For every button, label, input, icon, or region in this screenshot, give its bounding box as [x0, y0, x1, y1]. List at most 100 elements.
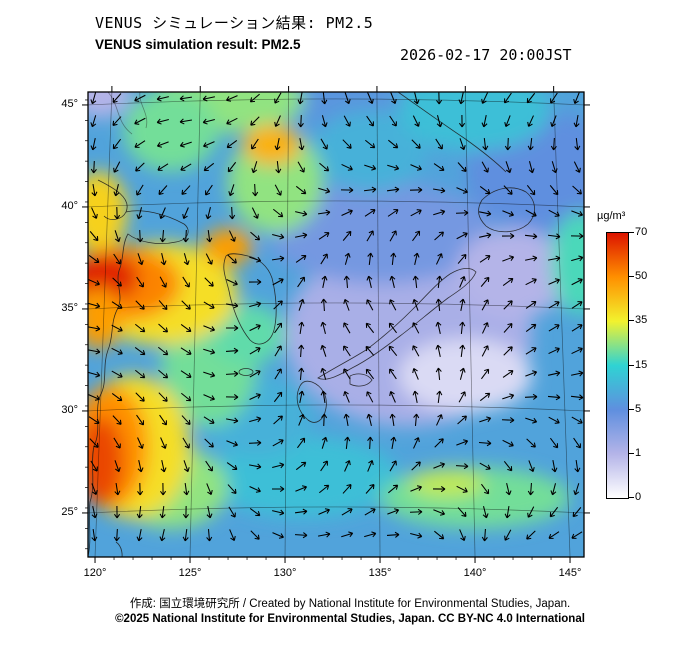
wind-arrow — [549, 185, 559, 196]
wind-arrow — [366, 230, 374, 242]
wind-arrow — [457, 162, 467, 172]
wind-arrow — [91, 183, 98, 197]
wind-arrow — [275, 160, 282, 174]
wind-arrow — [181, 415, 191, 425]
wind-arrow — [479, 462, 491, 470]
wind-arrow — [135, 392, 145, 402]
wind-arrow — [344, 436, 351, 450]
colorbar-tick-label: 5 — [635, 402, 642, 415]
wind-arrow — [320, 138, 328, 150]
wind-arrow — [181, 185, 191, 195]
wind-arrow — [226, 440, 238, 447]
wind-arrow — [548, 301, 560, 309]
wind-arrow — [203, 348, 216, 355]
wind-arrow — [274, 368, 282, 380]
colorbar-tick-label: 0 — [635, 491, 642, 503]
wind-arrow — [298, 344, 305, 358]
wind-arrow — [295, 185, 307, 195]
lon-tick-label: 140° — [463, 567, 487, 579]
wind-arrow — [251, 138, 259, 150]
wind-arrow — [228, 184, 235, 197]
wind-arrow — [456, 485, 468, 493]
wind-arrow — [318, 484, 330, 494]
wind-arrow — [432, 187, 446, 194]
wind-arrow — [297, 161, 305, 173]
wind-arrow — [227, 484, 237, 494]
wind-arrow — [134, 94, 146, 102]
wind-arrow — [158, 369, 169, 379]
wind-arrow — [182, 229, 189, 243]
wind-arrow — [228, 230, 236, 242]
wind-arrow — [436, 414, 443, 426]
wind-arrow — [112, 116, 122, 126]
wind-arrow — [436, 390, 443, 404]
wind-arrow — [298, 390, 305, 403]
wind-arrow — [481, 92, 489, 104]
wind-arrow — [571, 531, 583, 539]
wind-arrow — [90, 160, 97, 174]
lat-tick-label: 45° — [61, 97, 78, 110]
wind-arrow — [89, 438, 99, 448]
wind-arrow — [410, 164, 422, 171]
wind-arrow — [363, 186, 377, 193]
colorbar-tick-label: 50 — [635, 270, 648, 283]
wind-arrow — [225, 370, 239, 377]
wind-arrow — [321, 413, 328, 427]
wind-arrow — [386, 186, 400, 193]
coastline-kyushu — [296, 380, 327, 423]
wind-arrow — [343, 345, 351, 357]
wind-arrow — [111, 370, 123, 378]
wind-arrow — [481, 299, 489, 311]
wind-arrow — [226, 139, 238, 149]
wind-arrow — [91, 207, 98, 219]
wind-arrow — [481, 322, 489, 334]
wind-arrow — [251, 161, 258, 174]
wind-arrow — [389, 391, 396, 403]
wind-arrow — [527, 115, 534, 127]
wind-arrow — [205, 184, 213, 196]
wind-arrow — [204, 277, 214, 287]
wind-arrow — [366, 391, 374, 403]
wind-arrow — [436, 115, 443, 128]
colorbar-tick-mark — [629, 276, 634, 278]
wind-arrow — [413, 437, 420, 449]
wind-arrow — [409, 186, 423, 193]
wind-arrow — [435, 253, 443, 265]
wind-arrow — [249, 347, 261, 355]
wind-arrow — [136, 414, 145, 426]
wind-arrow — [413, 92, 420, 105]
wind-arrow — [480, 276, 490, 287]
wind-arrow — [550, 483, 557, 496]
wind-arrow — [206, 506, 213, 519]
wind-arrow — [479, 416, 492, 423]
wind-arrow — [249, 508, 261, 517]
wind-arrow — [203, 394, 215, 401]
wind-arrow — [272, 278, 284, 286]
wind-arrow — [547, 394, 561, 401]
wind-arrow — [412, 322, 420, 334]
wind-arrow — [503, 300, 513, 310]
wind-arrow — [503, 346, 513, 356]
wind-arrow — [434, 231, 444, 241]
wind-arrow — [203, 325, 216, 332]
wind-arrow — [525, 278, 537, 286]
wind-arrow — [274, 184, 282, 196]
wind-arrow — [159, 276, 167, 288]
meridian-line — [284, 92, 289, 557]
wind-arrow — [389, 368, 397, 380]
wind-arrow — [504, 137, 511, 151]
wind-arrow — [250, 116, 260, 126]
wind-arrow — [159, 414, 167, 426]
wind-arrow — [250, 231, 261, 241]
wind-arrow — [320, 253, 328, 265]
wind-arrow — [390, 436, 397, 450]
wind-arrow — [203, 141, 215, 148]
wind-arrow — [571, 278, 583, 286]
wind-arrow — [134, 369, 146, 379]
wind-arrow — [411, 139, 421, 149]
wind-arrow — [436, 92, 443, 105]
pm25-blob — [123, 92, 219, 172]
wind-arrow — [180, 370, 192, 378]
wind-arrow — [551, 460, 558, 473]
wind-arrow — [136, 207, 143, 220]
